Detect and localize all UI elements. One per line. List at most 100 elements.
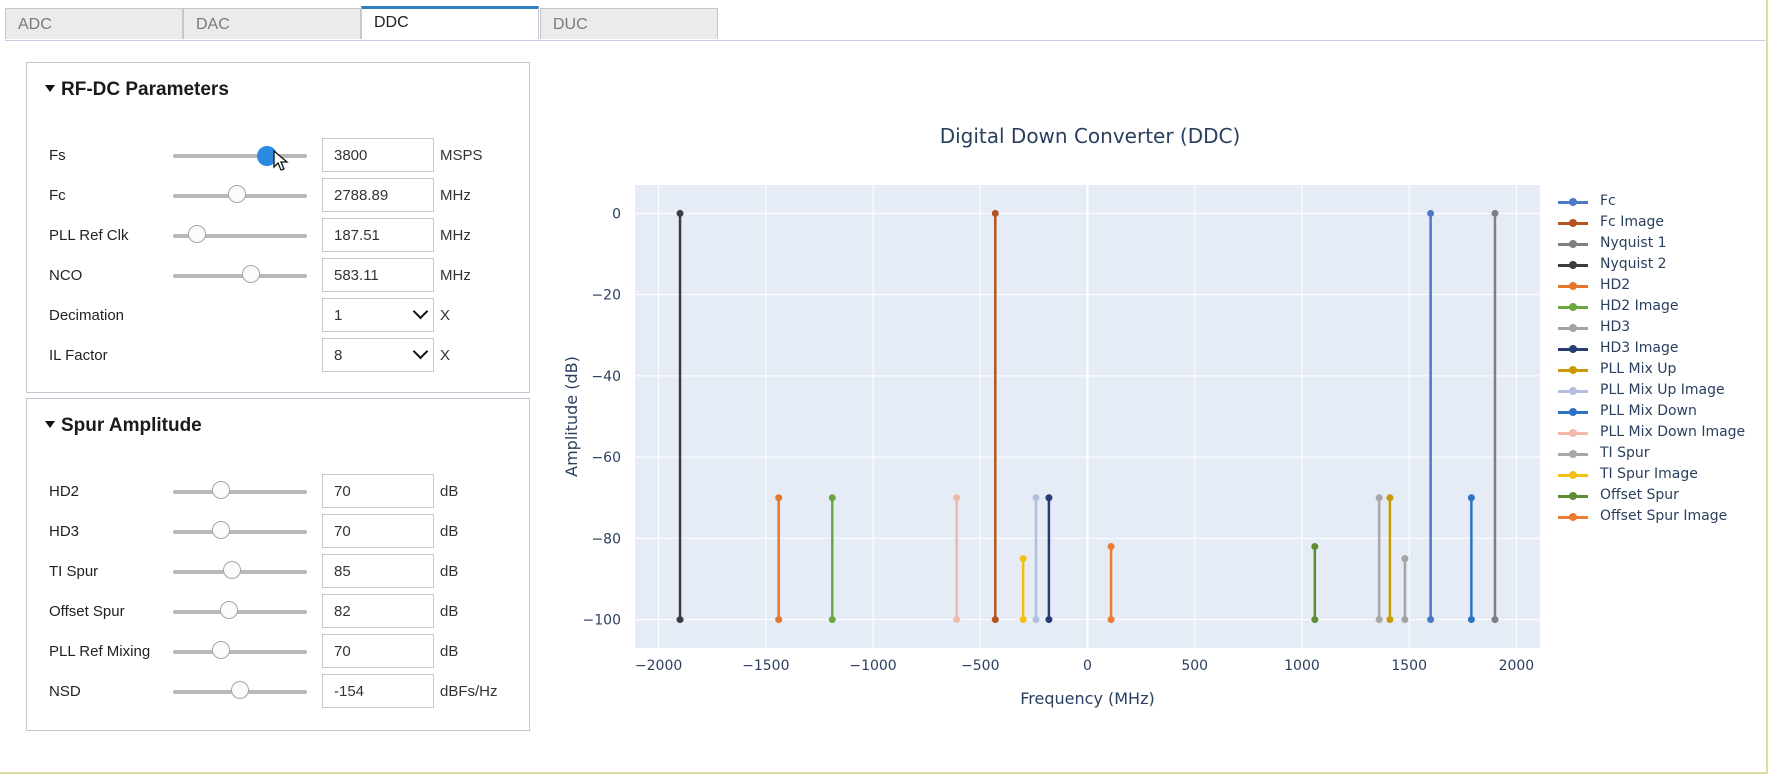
series-fc-point-base	[1427, 616, 1435, 624]
spur-label: HD3	[49, 523, 80, 540]
series-offset-spur-point-top	[1311, 542, 1319, 550]
legend-marker-icon	[1569, 324, 1577, 332]
il-factor-row: IL Factor 8 X	[27, 338, 529, 372]
spur-input[interactable]: 70	[322, 514, 434, 548]
series-hd2-image-point-top	[828, 494, 836, 502]
x-tick-label: −1500	[742, 658, 789, 674]
y-tick-label: −80	[591, 531, 621, 547]
spur-slider[interactable]	[173, 601, 307, 619]
spur-label: HD2	[49, 483, 80, 500]
spur-slider[interactable]	[173, 561, 307, 579]
il-factor-unit: X	[440, 347, 451, 364]
legend-label: Nyquist 2	[1600, 256, 1667, 272]
chevron-down-icon	[412, 303, 429, 320]
slider-handle[interactable]	[220, 601, 239, 619]
series-hd3-image-point-base	[1045, 616, 1053, 624]
series-hd2-image-point-base	[828, 616, 836, 624]
legend-marker-icon	[1569, 261, 1577, 269]
rfdc-slider[interactable]	[173, 146, 307, 166]
spur-slider[interactable]	[173, 681, 307, 699]
spur-input[interactable]: 85	[322, 554, 434, 588]
rfdc-label: Fs	[49, 147, 66, 164]
slider-handle[interactable]	[241, 265, 260, 283]
series-pll-mix-down-point-base	[1467, 616, 1475, 624]
legend-label: HD2	[1600, 277, 1631, 293]
series-hd2-point-top	[775, 494, 783, 502]
series-hd2-point-base	[775, 616, 783, 624]
spur-input[interactable]: 70	[322, 634, 434, 668]
series-nyquist-1-point-base	[1491, 616, 1499, 624]
tab-bar: ADC DAC DDC DUC	[5, 6, 1765, 41]
slider-handle[interactable]	[212, 481, 231, 499]
rfdc-input[interactable]: 3800	[322, 138, 434, 172]
spur-input[interactable]: 82	[322, 594, 434, 628]
legend-label: PLL Mix Up Image	[1600, 382, 1725, 398]
x-tick-label: 1500	[1391, 658, 1427, 674]
series-nyquist-1-point-top	[1491, 209, 1499, 217]
decimation-select[interactable]: 1	[322, 298, 434, 332]
x-tick-label: −500	[961, 658, 999, 674]
rfdc-slider[interactable]	[173, 265, 307, 283]
spur-slider[interactable]	[173, 481, 307, 499]
rfdc-slider[interactable]	[173, 185, 307, 203]
series-pll-mix-up-point-top	[1386, 494, 1394, 502]
series-hd3-point-top	[1401, 555, 1409, 563]
tab-adc[interactable]: ADC	[5, 8, 183, 39]
rfdc-parameters-panel: RF-DC Parameters Fs 3800 MSPS Fc 2788.89 MHz P…	[26, 62, 530, 393]
series-hd3-point-base	[1401, 616, 1409, 624]
slider-handle[interactable]	[222, 561, 241, 579]
rfdc-unit: MHz	[440, 227, 471, 244]
decimation-row: Decimation 1 X	[27, 298, 529, 332]
chevron-down-icon	[412, 343, 429, 360]
spur-row: HD3 70 dB	[27, 514, 529, 548]
legend-label: HD2 Image	[1600, 298, 1679, 314]
slider-handle[interactable]	[212, 641, 231, 659]
slider-handle[interactable]	[228, 185, 247, 203]
legend-marker-icon	[1569, 345, 1577, 353]
rfdc-row: Fc 2788.89 MHz	[27, 178, 529, 212]
spur-slider[interactable]	[173, 521, 307, 539]
rfdc-input[interactable]: 583.11	[322, 258, 434, 292]
spur-amplitude-toggle[interactable]: Spur Amplitude	[45, 415, 202, 437]
legend-label: PLL Mix Down	[1600, 403, 1697, 419]
legend-label: Fc	[1600, 193, 1616, 209]
rfdc-parameters-title: RF-DC Parameters	[61, 79, 229, 100]
rfdc-input[interactable]: 187.51	[322, 218, 434, 252]
legend-label: PLL Mix Up	[1600, 361, 1677, 377]
y-tick-label: −100	[583, 613, 621, 629]
rfdc-label: PLL Ref Clk	[49, 227, 129, 244]
decimation-label: Decimation	[49, 307, 125, 324]
slider-handle[interactable]	[212, 521, 231, 539]
tab-duc[interactable]: DUC	[540, 8, 718, 39]
rfdc-label: NCO	[49, 267, 83, 284]
legend-marker-icon	[1569, 387, 1577, 395]
rfdc-slider[interactable]	[173, 225, 307, 243]
rfdc-parameters-toggle[interactable]: RF-DC Parameters	[45, 79, 229, 101]
rfdc-unit: MSPS	[440, 147, 483, 164]
series-fc-image-point-top	[991, 209, 999, 217]
spur-input[interactable]: 70	[322, 474, 434, 508]
spur-row: HD2 70 dB	[27, 474, 529, 508]
spur-slider[interactable]	[173, 641, 307, 659]
tab-ddc[interactable]: DDC	[361, 6, 539, 39]
x-tick-label: −1000	[849, 658, 896, 674]
spur-unit: dB	[440, 523, 459, 540]
rfdc-input[interactable]: 2788.89	[322, 178, 434, 212]
spur-unit: dBFs/Hz	[440, 683, 498, 700]
slider-handle[interactable]	[256, 146, 277, 166]
series-nyquist-2-point-base	[676, 616, 684, 624]
slider-handle[interactable]	[188, 225, 207, 243]
series-offset-spur-point-base	[1311, 616, 1319, 624]
il-factor-select[interactable]: 8	[322, 338, 434, 372]
spur-input[interactable]: -154	[322, 674, 434, 708]
tab-dac[interactable]: DAC	[183, 8, 361, 39]
legend-label: Nyquist 1	[1600, 235, 1667, 251]
series-pll-mix-down-image-point-top	[953, 494, 961, 502]
x-tick-label: −2000	[635, 658, 682, 674]
legend-label: Fc Image	[1600, 214, 1665, 230]
legend-marker-icon	[1569, 408, 1577, 416]
slider-handle[interactable]	[231, 681, 249, 699]
rfdc-row: NCO 583.11 MHz	[27, 258, 529, 292]
legend-marker-icon	[1569, 513, 1577, 521]
